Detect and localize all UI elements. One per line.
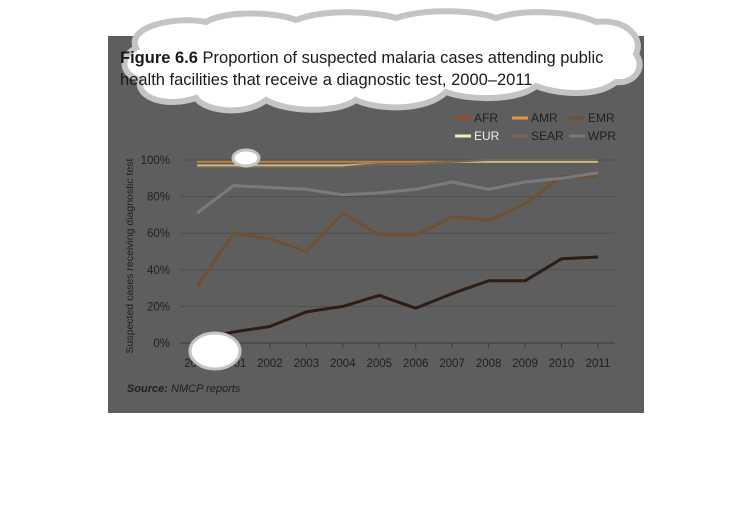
x-tick-label: 2010 (549, 358, 575, 370)
legend-label-afr: AFR (474, 111, 498, 125)
y-tick-label: 60% (147, 228, 170, 240)
figure-number: Figure 6.6 (120, 49, 198, 67)
x-tick-label: 2006 (403, 358, 429, 370)
x-tick-label: 2009 (512, 358, 538, 370)
source-note: Source: NMCP reports (127, 383, 240, 395)
series-lines (195, 159, 599, 341)
y-tick-label: 20% (147, 301, 170, 313)
legend-label-sear: SEAR (531, 129, 564, 143)
series-line-wpr (196, 171, 599, 215)
x-tick-label: 2004 (330, 358, 356, 370)
axis-ticks: 0%20%40%60%80%100%2000200120022003200420… (124, 155, 610, 370)
legend-label-wpr: WPR (588, 129, 616, 143)
x-tick-label: 2002 (257, 358, 283, 370)
redaction-spot (188, 331, 242, 371)
y-tick-label: 40% (147, 265, 170, 277)
y-tick-label: 100% (141, 155, 170, 167)
source-text: NMCP reports (171, 383, 241, 395)
series-line-afr (196, 255, 599, 341)
y-axis-title: Suspected cases receiving diagnostic tes… (124, 158, 136, 353)
y-tick-label: 0% (153, 338, 170, 350)
series-line-emr (195, 175, 598, 288)
title-redaction-cloud (121, 8, 643, 114)
source-key: Source: (127, 383, 168, 395)
figure-title: Figure 6.6 Proportion of suspected malar… (120, 47, 645, 91)
redaction-spot (231, 148, 261, 168)
x-tick-label: 2008 (476, 358, 502, 370)
x-tick-label: 2007 (439, 358, 465, 370)
legend-label-eur: EUR (474, 129, 500, 143)
series-line-sear (197, 159, 598, 169)
x-tick-label: 2011 (586, 358, 611, 370)
x-tick-label: 2005 (366, 358, 392, 370)
legend-label-amr: AMR (531, 111, 558, 125)
x-tick-label: 2003 (294, 358, 320, 370)
legend-label-emr: EMR (588, 111, 615, 125)
y-tick-label: 80% (147, 192, 170, 204)
figure-title-text: Proportion of suspected malaria cases at… (120, 49, 604, 89)
chart-legend: AFR AMR EMR EUR SEAR WPR (455, 111, 616, 143)
